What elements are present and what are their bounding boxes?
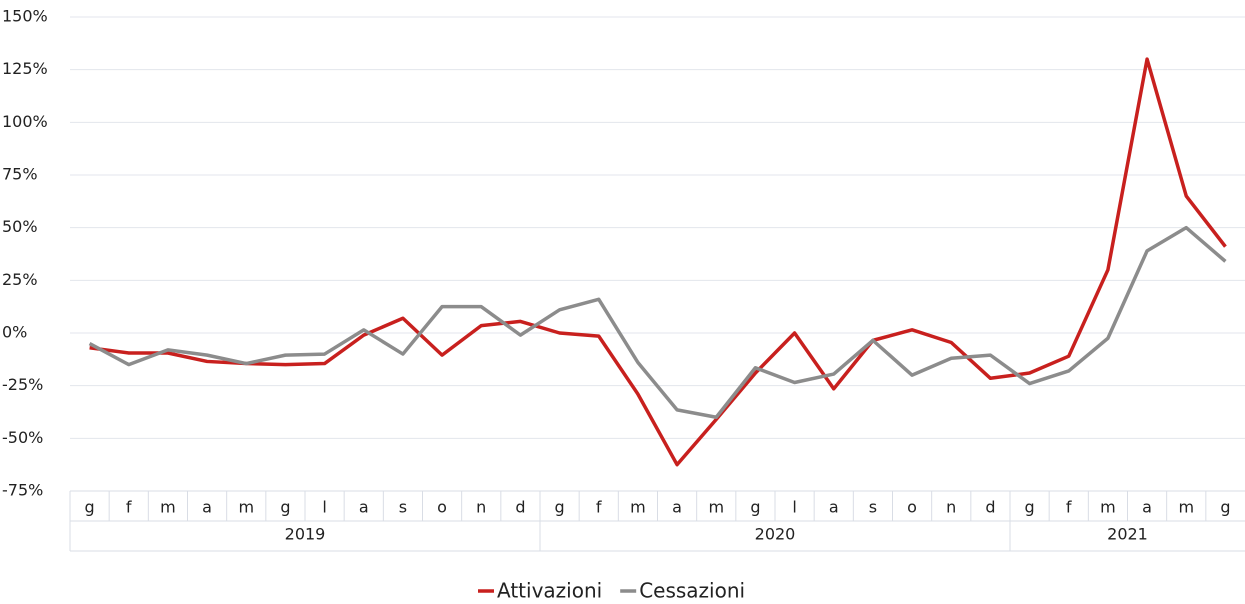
x-tick-label: o <box>907 498 917 517</box>
y-tick-label: 125% <box>2 59 48 78</box>
x-tick-label: l <box>322 498 326 517</box>
x-tick-label: g <box>1025 498 1035 517</box>
x-tick-label: m <box>160 498 176 517</box>
x-tick-label: n <box>476 498 486 517</box>
x-tick-label: l <box>792 498 796 517</box>
x-tick-label: f <box>596 498 602 517</box>
x-tick-label: a <box>1142 498 1152 517</box>
x-tick-label: d <box>985 498 995 517</box>
x-tick-label: n <box>946 498 956 517</box>
x-tick-label: a <box>829 498 839 517</box>
y-tick-label: 50% <box>2 217 38 236</box>
y-tick-label: 75% <box>2 165 38 184</box>
x-tick-label: s <box>399 498 407 517</box>
x-tick-label: f <box>126 498 132 517</box>
x-tick-label: f <box>1066 498 1072 517</box>
x-group-label: 2020 <box>755 525 796 544</box>
y-tick-label: -50% <box>2 428 43 447</box>
x-tick-label: g <box>85 498 95 517</box>
x-tick-label: g <box>555 498 565 517</box>
legend-label: Attivazioni <box>497 579 602 603</box>
y-tick-label: 100% <box>2 112 48 131</box>
series-line <box>88 225 1227 420</box>
y-tick-label: -25% <box>2 375 43 394</box>
series-line <box>89 57 1227 467</box>
x-tick-label: m <box>1100 498 1116 517</box>
x-tick-label: a <box>202 498 212 517</box>
x-tick-label: m <box>1178 498 1194 517</box>
x-tick-label: m <box>708 498 724 517</box>
x-tick-label: g <box>1220 498 1230 517</box>
x-tick-label: a <box>672 498 682 517</box>
x-tick-label: s <box>869 498 877 517</box>
x-group-label: 2019 <box>285 525 326 544</box>
legend: Attivazioni Cessazioni <box>478 579 745 603</box>
legend-label: Cessazioni <box>639 579 745 603</box>
y-tick-label: 150% <box>2 7 48 26</box>
y-tick-label: 0% <box>2 323 27 342</box>
x-tick-label: a <box>359 498 369 517</box>
x-group-label: 2021 <box>1107 525 1148 544</box>
y-tick-label: 25% <box>2 270 38 289</box>
y-tick-label: -75% <box>2 481 43 500</box>
x-tick-label: g <box>750 498 760 517</box>
x-tick-label: g <box>280 498 290 517</box>
x-tick-label: m <box>238 498 254 517</box>
x-tick-label: d <box>515 498 525 517</box>
x-tick-label: o <box>437 498 447 517</box>
x-tick-label: m <box>630 498 646 517</box>
